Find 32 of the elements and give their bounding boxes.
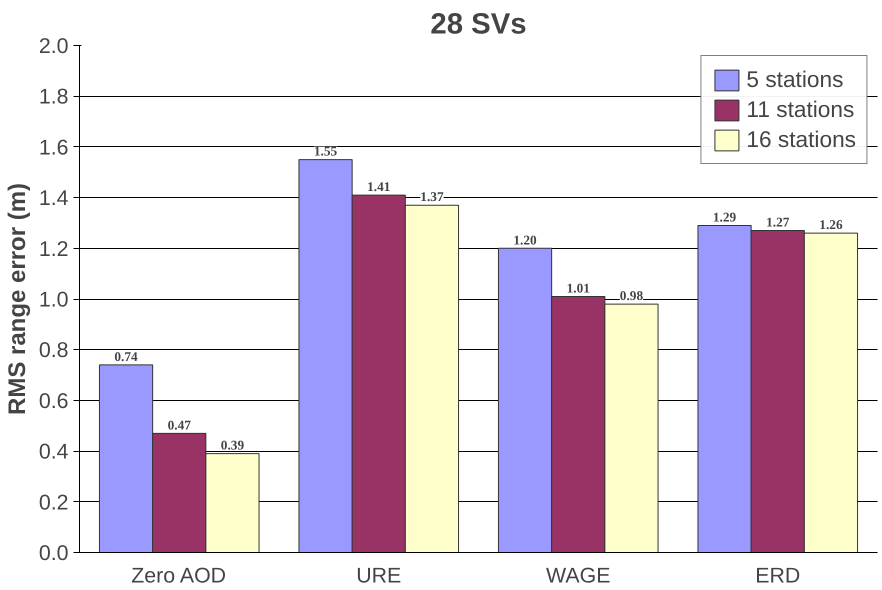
- data-label: 0.39: [220, 438, 244, 453]
- data-label: 1.20: [513, 232, 538, 248]
- data-label: 1.29: [712, 209, 737, 224]
- chart-title: 28 SVs: [430, 8, 527, 40]
- data-label: 1.26: [819, 217, 843, 232]
- data-label: 1.37: [420, 189, 444, 204]
- legend-label: 5 stations: [746, 66, 844, 93]
- data-label: 1.41: [367, 179, 390, 194]
- y-tick-label: 2.0: [38, 34, 69, 58]
- y-tick-label: 0.6: [38, 388, 69, 413]
- data-label: 1.01: [566, 280, 590, 296]
- y-tick-label: 0.2: [38, 490, 69, 514]
- data-label: 1.27: [766, 214, 790, 230]
- legend-label: 11 stations: [746, 96, 854, 123]
- x-tick-label: Zero AOD: [131, 564, 226, 588]
- data-label: 0.47: [168, 417, 192, 432]
- y-tick-label: 1.4: [38, 186, 69, 210]
- legend-label: 16 stations: [746, 126, 856, 153]
- y-tick-label: 1.8: [38, 84, 69, 109]
- y-tick-label: 1.6: [38, 135, 69, 160]
- data-label: 0.74: [114, 348, 138, 364]
- y-tick-label: 1.2: [38, 236, 69, 261]
- x-tick-label: WAGE: [546, 564, 610, 588]
- x-tick-label: ERD: [755, 564, 800, 588]
- data-label: 1.55: [314, 144, 338, 159]
- y-axis-title: RMS range error (m): [4, 182, 31, 416]
- y-tick-label: 0.8: [38, 338, 69, 362]
- y-tick-label: 1.0: [38, 288, 69, 312]
- x-tick-label: URE: [356, 564, 402, 588]
- y-tick-label: 0.4: [38, 440, 69, 464]
- y-tick-label: 0.0: [38, 541, 69, 565]
- data-label: 0.98: [620, 288, 644, 304]
